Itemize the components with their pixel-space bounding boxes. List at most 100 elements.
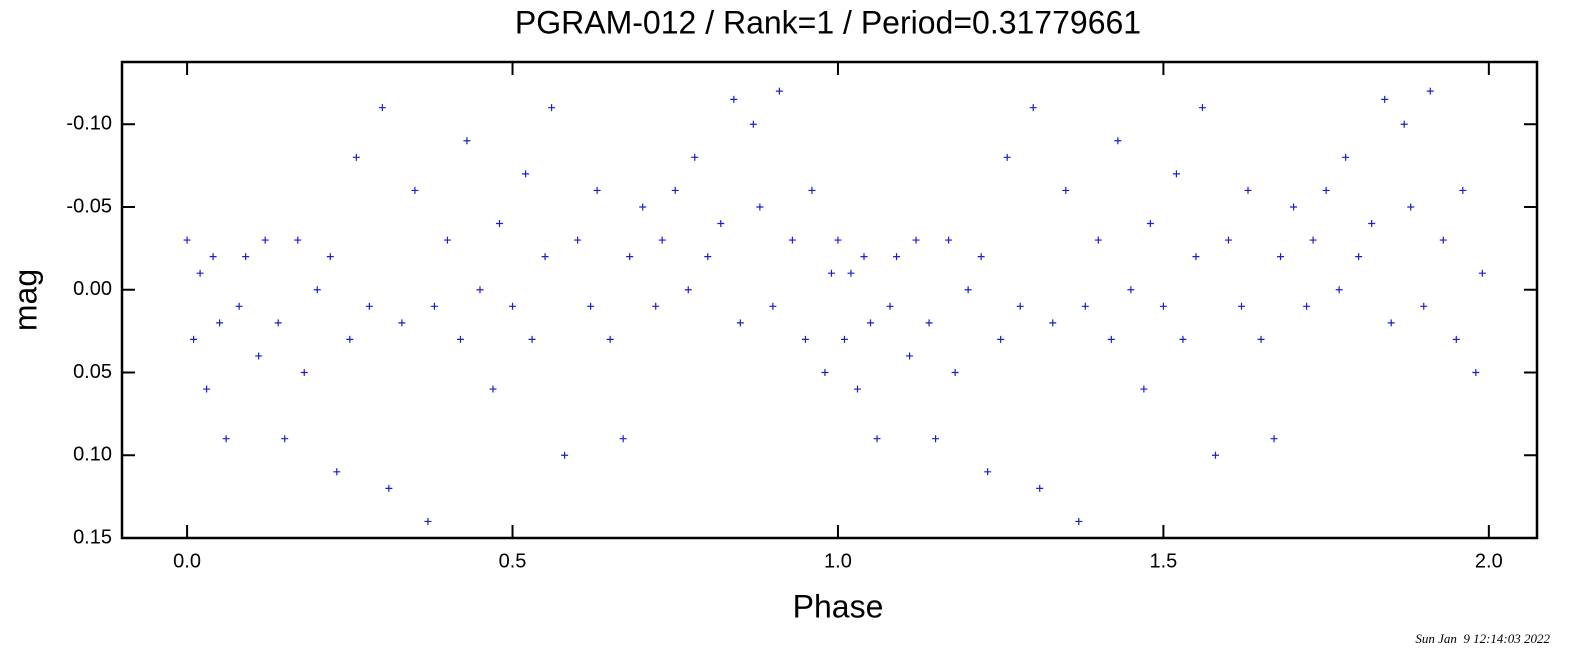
data-point [749, 120, 757, 128]
data-point [1309, 236, 1317, 244]
data-point [398, 319, 406, 327]
data-point [294, 236, 302, 244]
data-point [352, 153, 360, 161]
data-point [587, 302, 595, 310]
data-point [808, 186, 816, 194]
data-point [1127, 286, 1135, 294]
data-point [1322, 186, 1330, 194]
x-tick-label: 1.0 [824, 550, 852, 572]
plot-frame [120, 60, 1539, 540]
data-point [1381, 95, 1389, 103]
data-point [1198, 104, 1206, 112]
data-point [1342, 153, 1350, 161]
data-point [1478, 269, 1486, 277]
y-tick-label: -0.05 [66, 195, 112, 217]
data-point [261, 236, 269, 244]
data-point [840, 335, 848, 343]
data-point [1159, 302, 1167, 310]
data-point [281, 435, 289, 443]
data-point [1368, 220, 1376, 228]
data-point [203, 385, 211, 393]
timestamp: Sun Jan 9 12:14:03 2022 [1415, 631, 1550, 646]
data-point [346, 335, 354, 343]
data-point [736, 319, 744, 327]
data-point [691, 153, 699, 161]
data-point [1303, 302, 1311, 310]
y-tick-label: -0.10 [66, 113, 112, 135]
data-point [476, 286, 484, 294]
data-point [1049, 319, 1057, 327]
data-point [209, 253, 217, 261]
data-point [255, 352, 263, 360]
data-point [704, 253, 712, 261]
data-point [222, 435, 230, 443]
data-point [411, 186, 419, 194]
data-point [775, 87, 783, 95]
data-point [1387, 319, 1395, 327]
data-point [443, 236, 451, 244]
data-point [1355, 253, 1363, 261]
data-point [619, 435, 627, 443]
data-point [1400, 120, 1408, 128]
data-point [385, 484, 393, 492]
data-point [1211, 451, 1219, 459]
chart-title: PGRAM-012 / Rank=1 / Period=0.31779661 [515, 4, 1141, 40]
data-point [1290, 203, 1298, 211]
data-point [333, 468, 341, 476]
data-point [945, 236, 953, 244]
data-point [847, 269, 855, 277]
data-point [1146, 220, 1154, 228]
data-point [1192, 253, 1200, 261]
data-point [1244, 186, 1252, 194]
data-point [574, 236, 582, 244]
data-point [522, 170, 530, 178]
x-tick-label: 2.0 [1475, 550, 1503, 572]
data-point [671, 186, 679, 194]
data-point [997, 335, 1005, 343]
data-point [658, 236, 666, 244]
data-point [1238, 302, 1245, 310]
data-point [1029, 104, 1037, 112]
y-axis-label: mag [7, 269, 43, 331]
data-point [756, 203, 764, 211]
x-tick-label: 1.5 [1149, 550, 1177, 572]
data-point [1335, 286, 1343, 294]
y-tick-label: 0.15 [73, 526, 112, 548]
y-tick-label: 0.10 [73, 444, 112, 466]
data-point [1140, 385, 1148, 393]
data-point [730, 95, 738, 103]
data-point [216, 319, 224, 327]
data-point [639, 203, 647, 211]
data-point [860, 253, 868, 261]
data-point [365, 302, 373, 310]
data-point [821, 368, 829, 376]
data-point [964, 286, 972, 294]
data-point [1003, 153, 1011, 161]
data-point [1094, 236, 1102, 244]
data-point [1075, 517, 1083, 525]
data-point [1426, 87, 1434, 95]
data-point [906, 352, 914, 360]
data-point [378, 104, 386, 112]
data-point [190, 335, 198, 343]
data-point [893, 253, 901, 261]
data-point [509, 302, 517, 310]
data-point [313, 286, 321, 294]
data-point [300, 368, 308, 376]
data-point [867, 319, 875, 327]
data-point [274, 319, 282, 327]
data-point [788, 236, 796, 244]
data-point [561, 451, 569, 459]
data-point [456, 335, 464, 343]
data-point [235, 302, 243, 310]
data-point [984, 468, 992, 476]
data-point [489, 385, 497, 393]
data-point [1472, 368, 1480, 376]
data-point [1257, 335, 1265, 343]
data-point [1407, 203, 1415, 211]
y-tick-label: 0.00 [73, 278, 112, 300]
data-point [1270, 435, 1278, 443]
data-point [626, 253, 634, 261]
data-point [1016, 302, 1024, 310]
